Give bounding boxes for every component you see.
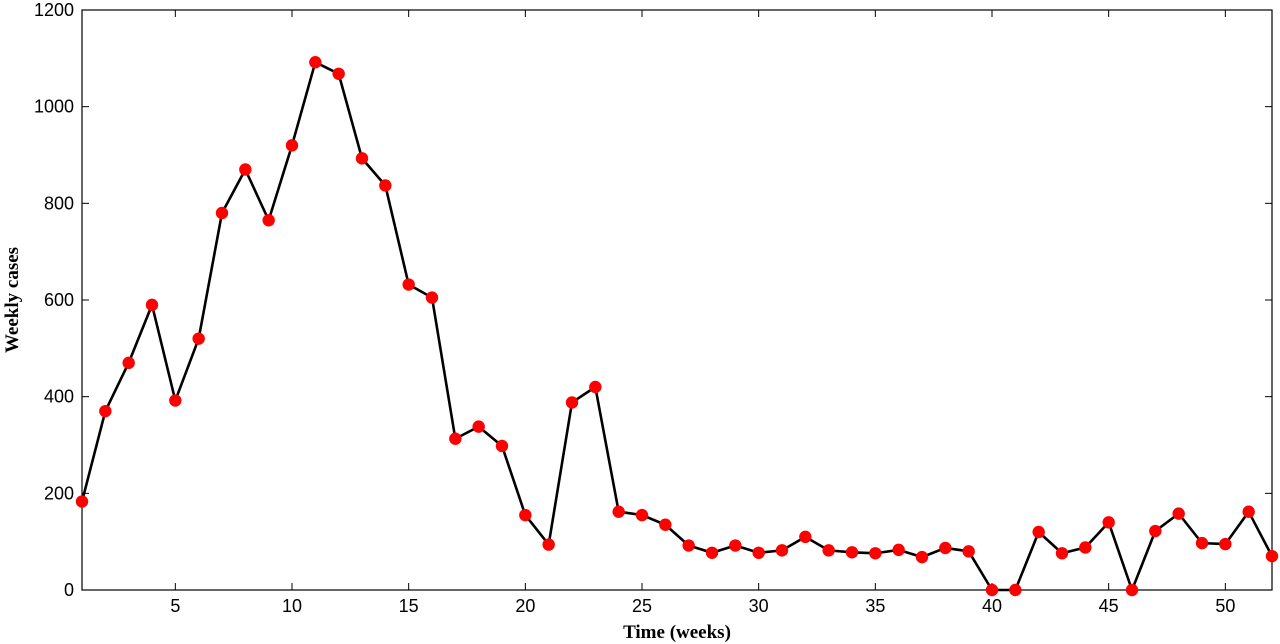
data-point (705, 546, 719, 559)
data-point (402, 278, 415, 291)
data-point (1265, 549, 1279, 563)
data-point (985, 583, 999, 597)
data-point (799, 530, 812, 544)
y-axis-ticks: 0 200 400 600 800 1000 1200 (34, 0, 1272, 600)
y-tick-label: 800 (44, 193, 74, 213)
data-point (775, 544, 789, 557)
data-point (332, 67, 345, 81)
data-point (472, 420, 485, 433)
data-point (449, 432, 462, 445)
data-point (845, 546, 859, 559)
data-point (262, 214, 275, 227)
x-tick-label: 10 (282, 596, 302, 616)
data-point (495, 439, 509, 453)
y-tick-label: 600 (44, 290, 74, 310)
data-point (635, 508, 649, 522)
data-point (379, 179, 392, 192)
data-point (939, 541, 952, 555)
x-tick-label: 40 (982, 596, 1002, 616)
data-point (729, 539, 742, 552)
x-tick-label: 50 (1215, 596, 1235, 616)
data-point (589, 380, 602, 394)
data-point (869, 547, 882, 560)
data-point (355, 152, 369, 165)
data-point (1055, 547, 1069, 560)
y-tick-label: 0 (64, 580, 74, 600)
data-point (1009, 583, 1022, 597)
x-tick-label: 5 (170, 596, 180, 616)
y-tick-label: 200 (44, 483, 74, 503)
x-tick-label: 30 (749, 596, 769, 616)
x-tick-label: 15 (399, 596, 419, 616)
plot-area (81, 9, 1273, 591)
data-point (542, 538, 555, 551)
data-markers (75, 56, 1279, 597)
y-tick-label: 1200 (34, 0, 74, 20)
data-point (565, 396, 579, 409)
data-point (1195, 536, 1209, 550)
series-line (80, 60, 1274, 592)
data-point (1149, 524, 1162, 538)
data-point (1079, 541, 1092, 554)
x-axis-ticks: 5 10 15 20 25 30 35 40 45 50 (170, 10, 1235, 616)
data-point (239, 163, 252, 176)
data-point (915, 550, 929, 564)
data-point (1219, 537, 1232, 551)
data-point (1032, 525, 1045, 539)
x-tick-label: 25 (632, 596, 652, 616)
x-tick-label: 35 (865, 596, 885, 616)
data-point (519, 508, 532, 522)
x-axis-title: Time (weeks) (623, 622, 731, 643)
data-point (1125, 583, 1139, 597)
y-tick-label: 400 (44, 387, 74, 407)
y-tick-label: 1000 (34, 97, 74, 117)
x-tick-label: 45 (1099, 596, 1119, 616)
data-point (1242, 505, 1255, 518)
data-point (752, 546, 765, 559)
data-point (612, 505, 625, 518)
data-point (99, 404, 112, 418)
data-point (1102, 516, 1115, 529)
data-point (145, 298, 159, 312)
data-point (962, 545, 975, 558)
data-point (425, 291, 439, 304)
data-point (169, 394, 182, 407)
y-axis-title: Weekly cases (2, 247, 23, 353)
data-point (192, 332, 205, 345)
data-point (822, 544, 835, 557)
data-point (122, 356, 135, 370)
data-point (892, 543, 905, 557)
data-point (659, 518, 672, 531)
data-point (285, 139, 299, 152)
data-point (309, 56, 322, 69)
x-tick-label: 20 (515, 596, 535, 616)
data-point (215, 206, 229, 220)
data-point (682, 539, 695, 552)
data-point (75, 495, 89, 508)
data-point (1172, 507, 1185, 520)
